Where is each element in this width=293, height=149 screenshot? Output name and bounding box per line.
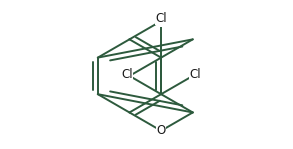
Text: Cl: Cl <box>121 68 133 81</box>
Text: Cl: Cl <box>158 13 169 26</box>
Text: Cl: Cl <box>121 71 133 84</box>
Text: Cl: Cl <box>155 12 167 25</box>
Text: O: O <box>156 124 166 137</box>
Text: Cl: Cl <box>189 68 201 81</box>
